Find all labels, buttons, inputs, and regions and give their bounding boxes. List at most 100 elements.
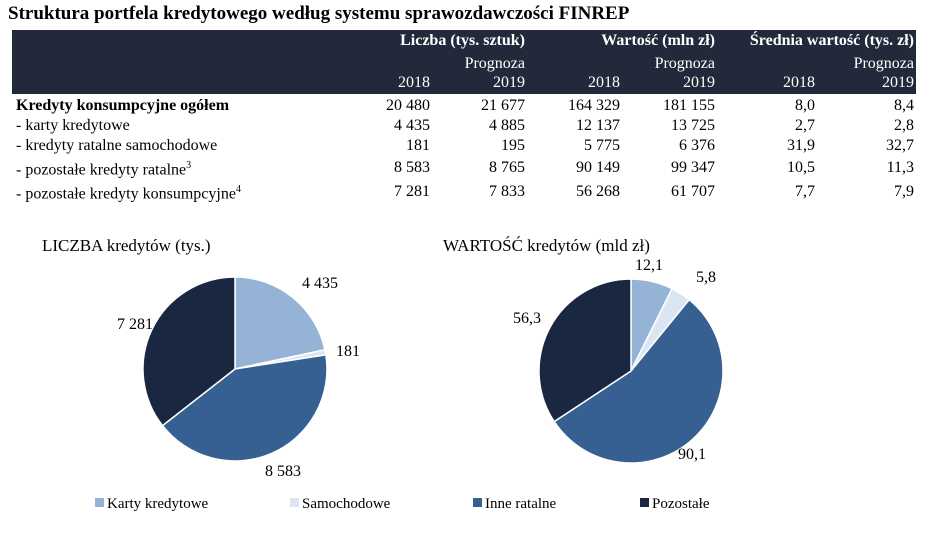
table-cell: 7,9: [894, 183, 914, 201]
chart-title-value: WARTOŚĆ kredytów (mld zł): [443, 236, 650, 255]
header-blank: [12, 52, 337, 94]
table-cell: 181: [406, 137, 430, 154]
table-cell: 6 376: [679, 137, 715, 154]
pie-data-label: 7 281: [117, 316, 153, 333]
header-year-line1: Prognoza: [654, 55, 715, 72]
table-cell: 11,3: [886, 159, 914, 177]
legend-swatch: [640, 498, 649, 507]
pie-chart-count: 4 435 181 8 583 7 281: [117, 275, 360, 480]
header-year-line2: 2018: [783, 74, 815, 91]
table-cell: 90 149: [576, 159, 620, 177]
pie-data-label: 90,1: [678, 446, 706, 463]
row-label: - kredyty ratalne samochodowe: [12, 136, 337, 156]
pie-data-label: 5,8: [696, 269, 716, 286]
table-header-years: 2018 Prognoza 2019 2018 Prognoza 2019 2018 Pr…: [12, 52, 916, 94]
header-year-line1: Prognoza: [853, 55, 914, 72]
row-label: - pozostałe kredyty konsumpcyjne4: [12, 180, 337, 204]
header-blank: [12, 30, 337, 52]
table-cell: 8 765: [489, 159, 525, 177]
header-year: 2018: [337, 52, 432, 94]
header-year-line2: 2018: [588, 74, 620, 91]
table-cell: 32,7: [886, 137, 914, 154]
legend-label: Samochodowe: [302, 496, 391, 512]
header-year-line2: 2019: [493, 74, 525, 91]
legend-label: Inne ratalne: [485, 496, 557, 512]
pie-data-label: 8 583: [265, 463, 301, 480]
table-cell: 20 480: [386, 97, 430, 114]
table-row: - karty kredytowe 4 435 4 885 12 137 13 725 2…: [12, 116, 916, 136]
header-year: Prognoza 2019: [432, 52, 527, 94]
table-row: - pozostałe kredyty ratalne3 8 583 8 765 90…: [12, 156, 916, 180]
table-cell: 10,5: [787, 159, 815, 177]
header-year-line2: 2019: [683, 74, 715, 91]
pie-slice: [234, 276, 326, 370]
table-cell: 164 329: [568, 97, 620, 114]
pie-chart-value: 12,1 5,8 90,1 56,3: [513, 257, 724, 464]
table-cell: 8 583: [394, 159, 430, 177]
table-cell: 4 435: [394, 117, 430, 134]
header-year: Prognoza 2019: [817, 52, 916, 94]
row-label-text: - karty kredytowe: [16, 117, 130, 134]
table-cell: 7 833: [489, 183, 525, 201]
charts-area: LICZBA kredytów (tys.) WARTOŚĆ kredytów …: [42, 236, 724, 512]
header-group-value: Wartość (mln zł): [527, 30, 717, 52]
pie-data-label: 56,3: [513, 310, 541, 327]
page-title: Struktura portfela kredytowego według sy…: [8, 3, 630, 24]
legend-swatch: [95, 498, 104, 507]
table-cell: 7,7: [795, 183, 815, 201]
pie-slice: [142, 276, 236, 427]
row-label-text: - pozostałe kredyty ratalne: [16, 161, 187, 179]
table-cell: 13 725: [671, 117, 715, 134]
header-year: 2018: [527, 52, 622, 94]
pie-slice: [538, 278, 632, 423]
header-year-line2: 2019: [882, 74, 914, 91]
row-label: - pozostałe kredyty ratalne3: [12, 156, 337, 180]
table-cell: 61 707: [671, 183, 715, 201]
table-cell: 181 155: [663, 97, 715, 114]
header-year: 2018: [717, 52, 817, 94]
footnote-marker: 4: [235, 184, 241, 196]
row-label: Kredyty konsumpcyjne ogółem: [12, 94, 337, 116]
pie-data-label: 181: [336, 343, 360, 360]
table-cell: 2,7: [795, 117, 815, 134]
finrep-table: Liczba (tys. sztuk) Wartość (mln zł) Śre…: [12, 30, 916, 205]
table-cell: 56 268: [576, 183, 620, 201]
row-label-text: Kredyty konsumpcyjne ogółem: [16, 97, 230, 114]
table-header-groups: Liczba (tys. sztuk) Wartość (mln zł) Śre…: [12, 30, 916, 52]
table-cell: 8,0: [795, 97, 815, 114]
header-year-line1: [719, 54, 815, 73]
table-cell: 8,4: [894, 97, 914, 114]
pie-data-label: 4 435: [302, 275, 338, 292]
footnote-marker: 3: [186, 160, 192, 171]
table-cell: 12 137: [576, 117, 620, 134]
header-group-count: Liczba (tys. sztuk): [337, 30, 527, 52]
table-cell: 4 885: [489, 117, 525, 134]
table-cell: 31,9: [787, 137, 815, 154]
legend-label: Pozostałe: [652, 496, 710, 512]
header-group-average: Średnia wartość (tys. zł): [717, 30, 916, 52]
table-body: Kredyty konsumpcyjne ogółem 20 480 21 677 1…: [12, 94, 916, 205]
legend-swatch: [473, 498, 482, 507]
header-year-line1: [339, 54, 430, 73]
table-row: - pozostałe kredyty konsumpcyjne4 7 281 7 …: [12, 180, 916, 204]
pie-slice: [553, 298, 724, 464]
row-label-text: - kredyty ratalne samochodowe: [16, 137, 218, 154]
row-label: - karty kredytowe: [12, 116, 337, 136]
table-cell: 7 281: [394, 183, 430, 201]
pie-data-label: 12,1: [635, 257, 663, 274]
table-cell: 99 347: [671, 159, 715, 177]
pie-slice: [161, 353, 328, 462]
legend-label: Karty kredytowe: [107, 496, 209, 512]
header-year-line1: [529, 54, 620, 73]
table-row: Kredyty konsumpcyjne ogółem 20 480 21 677 1…: [12, 94, 916, 116]
table-cell: 5 775: [584, 137, 620, 154]
header-year: Prognoza 2019: [622, 52, 717, 94]
table-cell: 21 677: [481, 97, 525, 114]
legend-swatch: [290, 498, 299, 507]
table-cell: 2,8: [894, 117, 914, 134]
chart-title-count: LICZBA kredytów (tys.): [42, 236, 211, 255]
table-row: - kredyty ratalne samochodowe 181 195 5 775…: [12, 136, 916, 156]
table-cell: 195: [501, 137, 525, 154]
header-year-line2: 2018: [398, 74, 430, 91]
header-year-line1: Prognoza: [464, 55, 525, 72]
